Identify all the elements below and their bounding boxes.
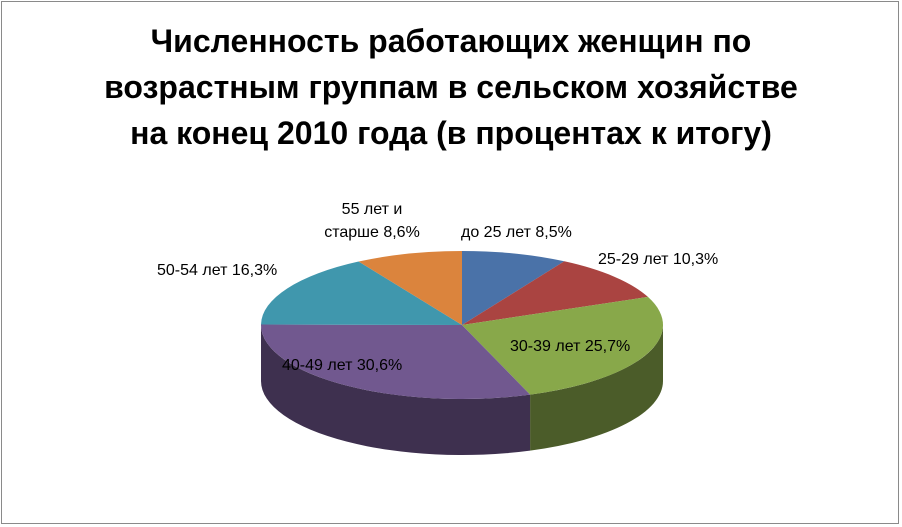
- data-label-dont-25: до 25 лет 8,5%: [461, 224, 572, 241]
- pie-slice-3: [462, 296, 663, 395]
- pie-data-labels: до 25 лет 8,5% 25-29 лет 10,3% 30-39 лет…: [157, 201, 718, 374]
- pie-sides: [261, 325, 663, 455]
- chart-title-line-2: возрастным группам в сельском хозяйстве: [104, 69, 798, 105]
- pie-slices: [261, 251, 663, 399]
- chart-title-line-3: на конец 2010 года (в процентах к итогу): [130, 115, 772, 151]
- pie-side-3: [530, 325, 663, 451]
- pie-slice-2: [462, 261, 648, 325]
- pie-slice-6: [358, 251, 462, 325]
- pie-side-4: [261, 325, 531, 455]
- chart-title-line-1: Численность работающих женщин по: [150, 23, 752, 59]
- pie-slice-4: [261, 324, 531, 399]
- data-label-50-54: 50-54 лет 16,3%: [157, 262, 277, 279]
- data-label-55-plus-line-2: старше 8,6%: [324, 224, 420, 241]
- data-label-25-29: 25-29 лет 10,3%: [598, 251, 718, 268]
- chart-title: Численность работающих женщин по возраст…: [0, 18, 902, 156]
- data-label-55-plus: 55 лет и старше 8,6%: [324, 201, 420, 241]
- data-label-30-39: 30-39 лет 25,7%: [510, 338, 630, 355]
- data-label-55-plus-line-1: 55 лет и: [342, 201, 403, 218]
- pie-slice-5: [261, 261, 462, 325]
- data-label-40-49: 40-49 лет 30,6%: [282, 357, 402, 374]
- pie-slice-1: [462, 251, 565, 325]
